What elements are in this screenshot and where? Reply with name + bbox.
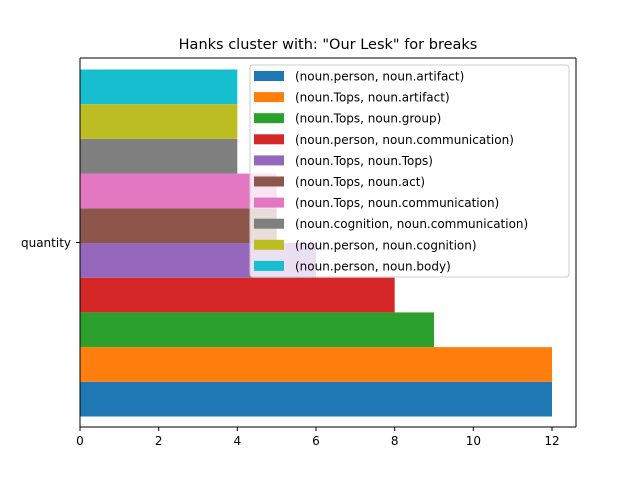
bar-1: [80, 381, 552, 417]
legend-label: (noun.Tops, noun.artifact): [295, 91, 450, 105]
legend-label: (noun.person, noun.cognition): [295, 238, 477, 252]
legend-swatch: [254, 197, 284, 208]
bar-8: [80, 138, 238, 174]
legend-swatch: [254, 260, 284, 271]
bar-3: [80, 312, 434, 348]
y-tick-label: quantity: [21, 236, 71, 250]
bar-10: [80, 69, 238, 105]
bars-group: [80, 69, 552, 417]
legend-swatch: [254, 218, 284, 229]
x-ticks-group: 0 2 4 6 8 10 12: [76, 427, 560, 448]
bar-9: [80, 104, 238, 139]
legend-swatch: [254, 176, 284, 187]
legend-swatch: [254, 134, 284, 145]
x-tick-label: 4: [234, 434, 242, 448]
chart-title: Hanks cluster with: "Our Lesk" for break…: [179, 37, 478, 53]
axes-group: quantity: [21, 57, 577, 428]
legend-frame: [249, 64, 570, 278]
legend-label: (noun.Tops, noun.communication): [295, 196, 499, 210]
x-tick-label: 0: [76, 434, 84, 448]
legend-label: (noun.person, noun.body): [295, 259, 451, 273]
legend-label: (noun.cognition, noun.communication): [295, 217, 528, 231]
legend-label: (noun.Tops, noun.act): [295, 175, 425, 189]
bar-2: [80, 347, 552, 382]
legend-label: (noun.person, noun.artifact): [295, 70, 464, 84]
legend-label: (noun.person, noun.communication): [295, 133, 514, 147]
x-tick-label: 10: [466, 434, 481, 448]
bar-4: [80, 277, 395, 313]
legend-swatch: [254, 71, 284, 81]
legend-swatch: [254, 92, 284, 103]
x-tick-label: 8: [391, 434, 399, 448]
legend-swatch: [254, 239, 284, 250]
legend-swatch: [254, 113, 284, 124]
bar-7: [80, 173, 277, 209]
legend-label: (noun.Tops, noun.Tops): [295, 154, 433, 168]
x-tick-label: 2: [155, 434, 163, 448]
legend-label: (noun.Tops, noun.group): [295, 112, 441, 126]
bar-6: [80, 208, 277, 243]
x-tick-label: 6: [312, 434, 320, 448]
x-tick-label: 12: [544, 434, 559, 448]
legend: (noun.person, noun.artifact) (noun.Tops, …: [249, 64, 570, 278]
legend-swatch: [254, 155, 284, 166]
